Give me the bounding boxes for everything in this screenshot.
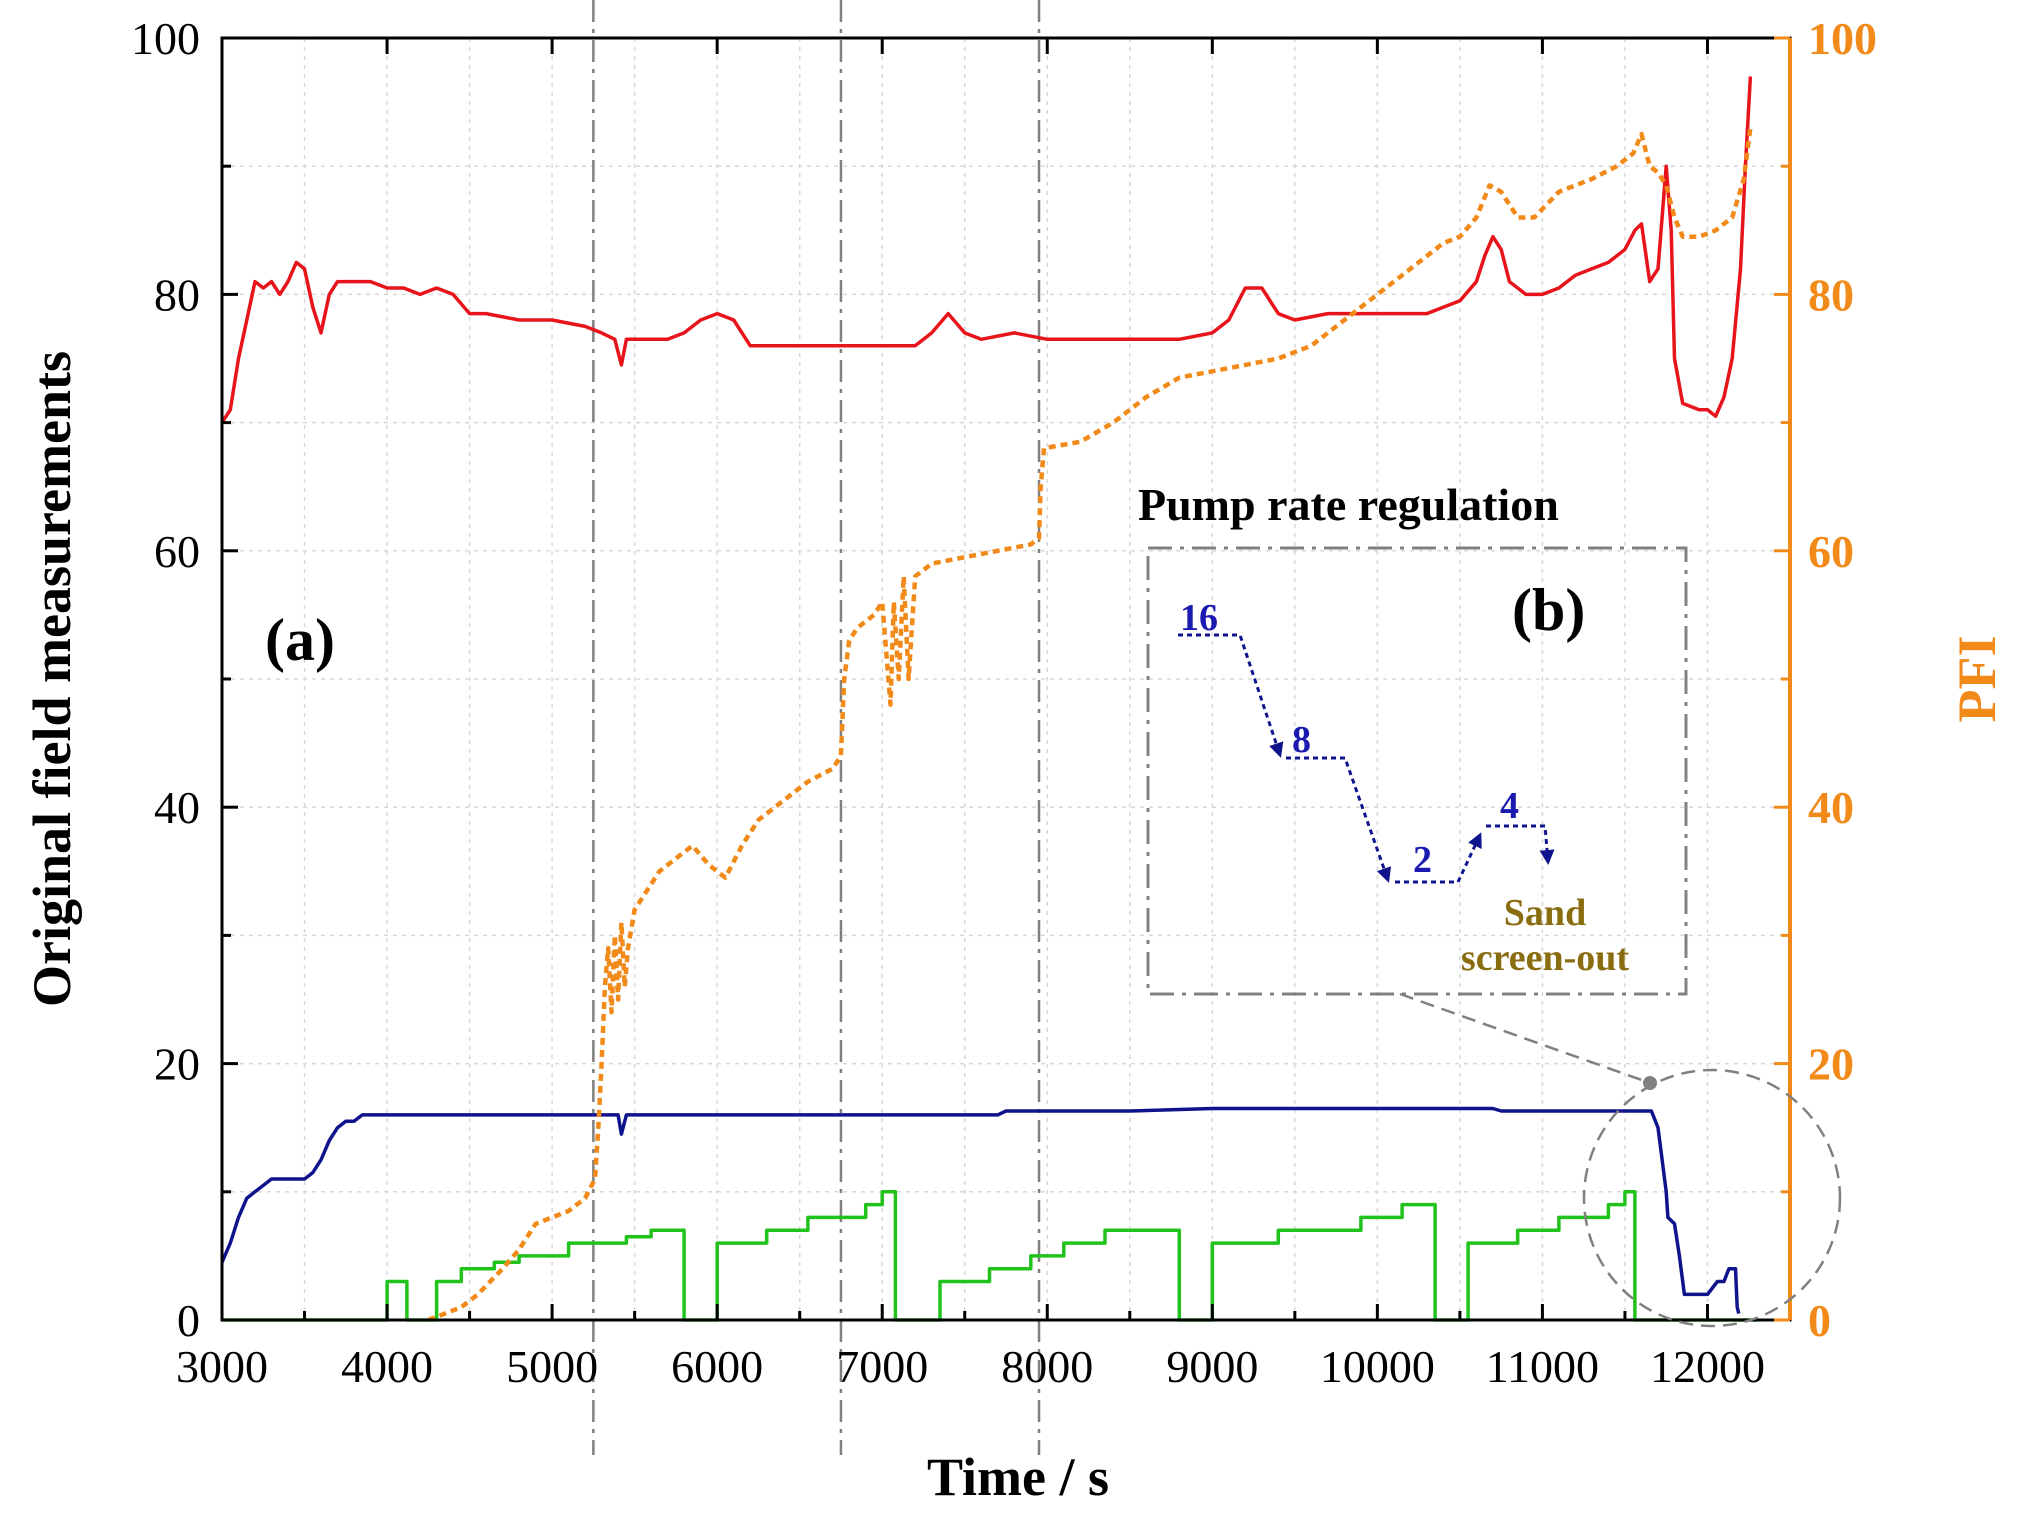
- inset-step-path-2-to-4: [1395, 832, 1482, 884]
- x-tick-label: 10000: [1320, 1341, 1435, 1392]
- left-tick-label: 40: [154, 782, 200, 833]
- x-tick-label: 6000: [671, 1341, 763, 1392]
- inset-leader-line: [1399, 992, 1651, 1085]
- right-tick-label: 100: [1808, 13, 1877, 64]
- x-tick-label: 7000: [836, 1341, 928, 1392]
- inset-step-16: 16: [1180, 597, 1218, 639]
- series-line-blue-series: [220, 1106, 1741, 1315]
- series-layer: [220, 76, 1757, 1323]
- right-tick-label: 60: [1808, 526, 1854, 577]
- x-tick-label: 4000: [341, 1341, 433, 1392]
- panel-label-b: (b): [1512, 577, 1585, 643]
- inset-frame: [1146, 546, 1688, 996]
- right-axis-title: PFI: [1947, 636, 2007, 723]
- x-axis-title: Time / s: [927, 1447, 1109, 1507]
- panel-label-a: (a): [265, 607, 335, 673]
- right-axis-ticks: 0 20 40 60 80 100: [1774, 13, 1877, 1346]
- left-axis-title: Original field measurements: [22, 351, 82, 1007]
- x-tick-label: 3000: [176, 1341, 268, 1392]
- inset-annotation: Pump rate regulation (b) 16 8 2 4 Sand s…: [1138, 479, 1842, 1328]
- left-tick-label: 20: [154, 1039, 200, 1090]
- inset-step-path-16-to-8: [1178, 633, 1284, 758]
- vertical-marker-layer: [592, 0, 1041, 1455]
- inset-leader-dot: [1643, 1076, 1657, 1090]
- left-axis-ticks: 0 20 40 60 80 100: [131, 13, 238, 1346]
- inset-note-line2: screen-out: [1461, 937, 1629, 979]
- x-tick-label: 12000: [1650, 1341, 1765, 1392]
- inset-title: Pump rate regulation: [1138, 479, 1559, 530]
- left-tick-label: 80: [154, 269, 200, 320]
- right-tick-label: 0: [1808, 1295, 1831, 1346]
- right-tick-label: 20: [1808, 1039, 1854, 1090]
- left-tick-label: 100: [131, 13, 200, 64]
- inset-step-path-8-to-2: [1286, 756, 1392, 883]
- inset-step-4: 4: [1500, 785, 1519, 827]
- right-tick-label: 80: [1808, 269, 1854, 320]
- x-tick-label: 11000: [1486, 1341, 1599, 1392]
- inset-step-path-4-to-end: [1486, 824, 1555, 865]
- left-tick-label: 0: [177, 1295, 200, 1346]
- series-line-red-series: [220, 76, 1753, 424]
- left-tick-label: 60: [154, 526, 200, 577]
- x-tick-label: 5000: [506, 1341, 598, 1392]
- inset-step-2: 2: [1413, 839, 1432, 881]
- series-line-pfi-series: [427, 127, 1753, 1323]
- x-tick-label: 8000: [1001, 1341, 1093, 1392]
- x-axis-ticks: 3000 4000 5000 6000 7000 8000 9000 10000 11000 12…: [176, 38, 1765, 1392]
- right-tick-label: 40: [1808, 782, 1854, 833]
- inset-step-8: 8: [1292, 719, 1311, 761]
- inset-note-line1: Sand: [1504, 892, 1586, 934]
- series-line-green-series: [222, 1190, 1757, 1322]
- grid-layer: [222, 38, 1790, 1320]
- zoom-circle: [1582, 1068, 1842, 1328]
- x-tick-label: 9000: [1166, 1341, 1258, 1392]
